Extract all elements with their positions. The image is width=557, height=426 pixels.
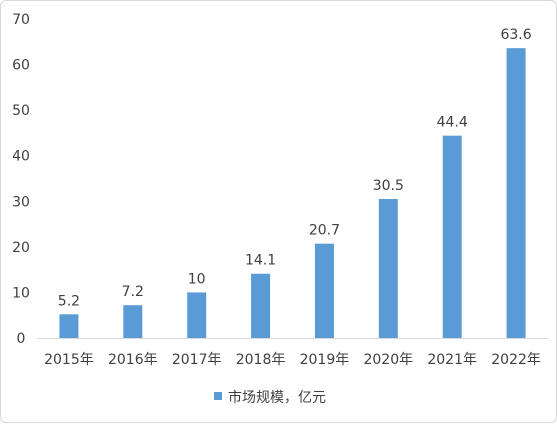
y-tick-label: 10 [12,285,30,301]
bar [187,292,207,338]
data-label: 14.1 [245,253,276,269]
data-label: 7.2 [122,284,144,300]
bar-series [59,48,526,339]
x-tick-label: 2021年 [427,352,477,368]
legend: 市场规模，亿元 [214,389,326,406]
bar [59,314,79,338]
y-tick-label: 0 [17,331,26,347]
data-label: 63.6 [500,27,531,43]
y-tick-label: 50 [12,103,30,119]
y-tick-label: 60 [12,58,30,74]
x-tick-label: 2017年 [172,352,222,368]
x-tick-label: 2016年 [108,352,158,368]
bar [123,305,143,338]
data-label: 10 [188,271,206,287]
y-axis-tick-labels: 0 10 20 30 40 50 60 70 [12,12,30,347]
data-label: 5.2 [58,293,80,309]
x-tick-label: 2020年 [363,352,413,368]
y-tick-label: 20 [12,240,30,256]
bar [442,135,462,338]
data-label: 44.4 [437,115,468,131]
data-label: 30.5 [373,178,404,194]
data-labels: 5.2 7.2 10 14.1 20.7 30.5 44.4 63.6 [58,27,532,309]
bar [378,199,398,338]
legend-label: 市场规模，亿元 [228,389,326,406]
x-tick-label: 2022年 [491,352,541,368]
bar [251,273,271,338]
x-axis-tick-labels: 2015年 2016年 2017年 2018年 2019年 2020年 2021年 2022年 [44,352,541,368]
bar [314,243,334,338]
data-label: 20.7 [309,223,340,239]
x-tick-label: 2019年 [300,352,350,368]
y-tick-label: 30 [12,194,30,210]
y-tick-label: 70 [12,12,30,28]
y-tick-label: 40 [12,149,30,165]
bar [506,48,526,339]
x-tick-label: 2015年 [44,352,94,368]
legend-swatch [214,392,222,400]
x-tick-label: 2018年 [236,352,286,368]
